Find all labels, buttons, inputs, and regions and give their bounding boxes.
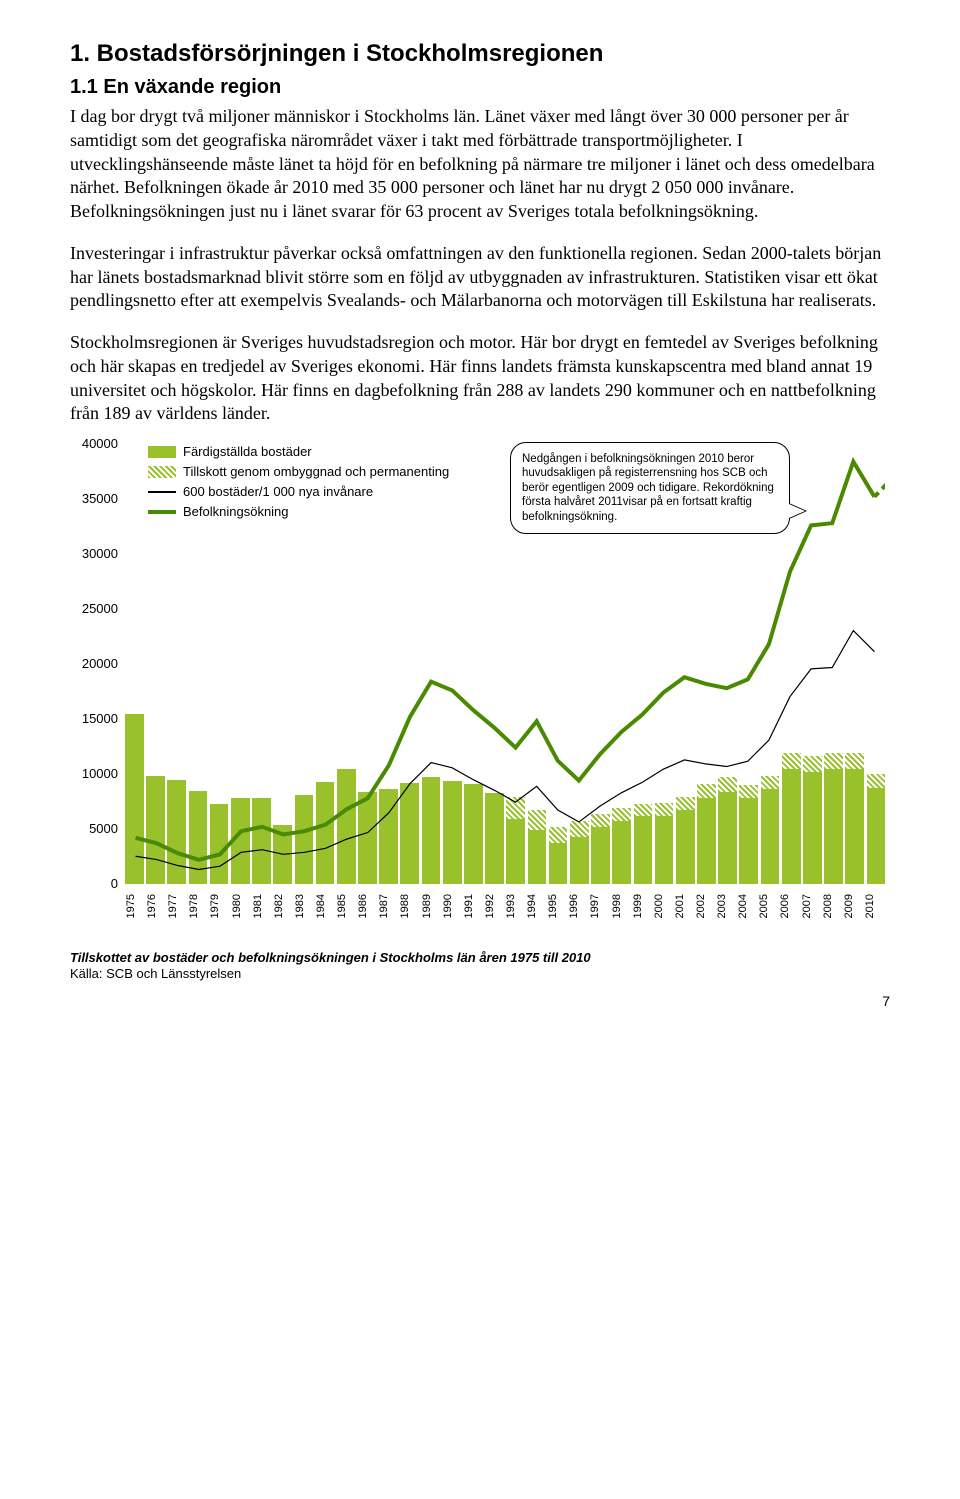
x-axis-label: 1979 (209, 894, 230, 918)
legend-swatch-hatch (148, 466, 176, 478)
legend-swatch-thickline (148, 510, 176, 514)
x-axis-label: 2002 (695, 894, 716, 918)
legend-swatch-thinline (148, 491, 176, 493)
x-axis-label: 2000 (653, 894, 674, 918)
x-axis-label: 1988 (399, 894, 420, 918)
chart-source: Källa: SCB och Länsstyrelsen (70, 966, 890, 981)
x-axis-label: 2009 (843, 894, 864, 918)
chart-container: 4000035000300002500020000150001000050000… (70, 444, 890, 981)
bar-column (867, 444, 886, 884)
x-axis-label: 1989 (421, 894, 442, 918)
x-axis-label: 1999 (632, 894, 653, 918)
x-axis-label: 1990 (442, 894, 463, 918)
chart-callout: Nedgången i befolkningsökningen 2010 ber… (510, 442, 790, 534)
x-axis-label: 1998 (611, 894, 632, 918)
y-axis-label: 20000 (68, 656, 118, 671)
y-axis-label: 30000 (68, 546, 118, 561)
x-axis-label: 1986 (357, 894, 378, 918)
x-axis-label: 1993 (505, 894, 526, 918)
x-axis-label: 2007 (801, 894, 822, 918)
x-axis-label: 1992 (484, 894, 505, 918)
x-axis-label: 1997 (589, 894, 610, 918)
x-axis-label: 1982 (273, 894, 294, 918)
subsection-heading: 1.1 En växande region (70, 76, 890, 99)
body-paragraph: Stockholmsregionen är Sveriges huvudstad… (70, 331, 890, 426)
x-axis-label: 1996 (568, 894, 589, 918)
bar-column (485, 444, 504, 884)
x-axis-label: 1994 (526, 894, 547, 918)
y-axis-label: 25000 (68, 601, 118, 616)
x-axis-label: 1984 (315, 894, 336, 918)
legend-label: Tillskott genom ombyggnad och permanenti… (183, 464, 449, 479)
x-axis-label: 1981 (252, 894, 273, 918)
y-axis-label: 10000 (68, 766, 118, 781)
y-axis-label: 35000 (68, 491, 118, 506)
x-axis-label: 2004 (737, 894, 758, 918)
bar-column (464, 444, 483, 884)
y-axis-label: 15000 (68, 711, 118, 726)
x-axis-label: 2005 (758, 894, 779, 918)
body-paragraph: Investeringar i infrastruktur påverkar o… (70, 242, 890, 313)
legend-item: Färdigställda bostäder (148, 444, 449, 459)
x-axis-label: 1977 (167, 894, 188, 918)
page-number: 7 (70, 993, 890, 1009)
x-axis-label: 1983 (294, 894, 315, 918)
x-axis-label: 1975 (125, 894, 146, 918)
chart-plot: 4000035000300002500020000150001000050000… (70, 444, 890, 914)
body-paragraph: I dag bor drygt två miljoner människor i… (70, 105, 890, 224)
bar-column (125, 444, 144, 884)
x-axis-label: 2006 (779, 894, 800, 918)
legend-label: Färdigställda bostäder (183, 444, 312, 459)
chart-legend: Färdigställda bostäder Tillskott genom o… (148, 444, 449, 524)
legend-swatch-bar (148, 446, 176, 458)
x-axis-label: 1985 (336, 894, 357, 918)
x-axis-label: 1980 (231, 894, 252, 918)
y-axis-label: 40000 (68, 436, 118, 451)
x-axis-label: 2010 (864, 894, 885, 918)
x-axis-label: 1976 (146, 894, 167, 918)
bar-column (845, 444, 864, 884)
x-axis-label: 1978 (188, 894, 209, 918)
y-axis-label: 5000 (68, 821, 118, 836)
legend-item: Befolkningsökning (148, 504, 449, 519)
legend-item: Tillskott genom ombyggnad och permanenti… (148, 464, 449, 479)
x-axis-label: 1991 (463, 894, 484, 918)
x-axis-label: 1995 (547, 894, 568, 918)
x-axis-label: 2001 (674, 894, 695, 918)
legend-label: 600 bostäder/1 000 nya invånare (183, 484, 373, 499)
x-axis-label: 2003 (716, 894, 737, 918)
legend-label: Befolkningsökning (183, 504, 289, 519)
y-axis-label: 0 (68, 876, 118, 891)
legend-item: 600 bostäder/1 000 nya invånare (148, 484, 449, 499)
x-axis: 1975197619771978197919801981198219831984… (125, 894, 885, 918)
chart-caption: Tillskottet av bostäder och befolkningsö… (70, 950, 890, 965)
x-axis-label: 2008 (822, 894, 843, 918)
x-axis-label: 1987 (378, 894, 399, 918)
section-heading: 1. Bostadsförsörjningen i Stockholmsregi… (70, 40, 890, 68)
bar-column (824, 444, 843, 884)
